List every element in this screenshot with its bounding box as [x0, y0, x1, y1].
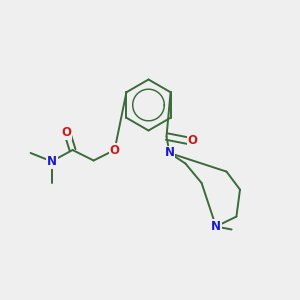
Text: N: N — [164, 146, 175, 160]
Text: O: O — [61, 126, 71, 139]
Text: N: N — [211, 220, 221, 233]
Text: O: O — [188, 134, 198, 147]
Text: N: N — [164, 146, 175, 160]
Text: O: O — [110, 143, 120, 157]
Text: N: N — [46, 155, 57, 168]
